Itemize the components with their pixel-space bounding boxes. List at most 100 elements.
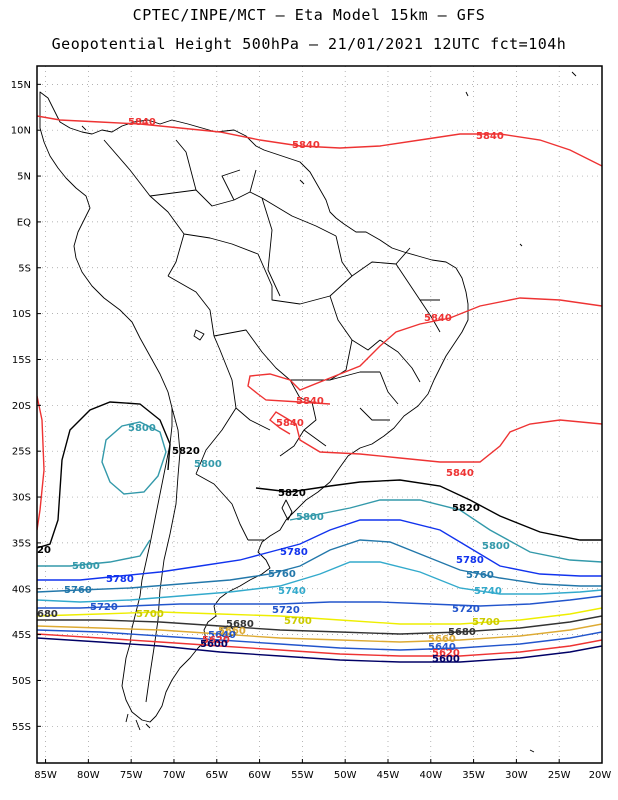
latitude-tick-label: 5N [17, 172, 31, 183]
label-5780: 5780 [106, 574, 134, 585]
label-5660: 5660 [218, 626, 246, 637]
contour-labels: 5840 5840 5840 5840 5840 5840 5840 5820 … [37, 117, 510, 665]
patos-lagoon [281, 499, 293, 521]
label-5740: 5740 [474, 586, 502, 597]
contour-5720 [37, 595, 602, 609]
latitude-tick-label: 25S [12, 447, 31, 458]
label-5820: 5820 [452, 503, 480, 514]
label-5800: 5800 [482, 541, 510, 552]
latitude-tick-label: 15N [11, 80, 31, 91]
latitude-tick-label: 5S [18, 263, 31, 274]
longitude-tick-label: 45W [377, 770, 400, 781]
contour-5700 [37, 607, 602, 625]
titicaca [193, 329, 205, 341]
longitude-tick-label: 80W [77, 770, 100, 781]
latitude-tick-label: 45S [12, 630, 31, 641]
coastline-borders [39, 71, 577, 753]
label-5620: 5620 [202, 635, 230, 646]
contour-5820 [37, 401, 602, 549]
label-5640: 5640 [428, 642, 456, 653]
longitude-tick-label: 35W [462, 770, 485, 781]
label-5840: 5840 [128, 117, 156, 128]
latitude-tick-label: 35S [12, 538, 31, 549]
label-5840: 5840 [476, 131, 504, 142]
longitude-tick-label: 20W [589, 770, 612, 781]
contour-5640 [37, 629, 602, 651]
longitude-tick-label: 30W [505, 770, 528, 781]
label-5800: 5800 [72, 561, 100, 572]
label-5620: 5620 [432, 648, 460, 659]
latitude-tick-label: 55S [12, 722, 31, 733]
contour-5800 [37, 499, 602, 567]
contour-5620 [37, 633, 602, 657]
label-5760: 5760 [64, 585, 92, 596]
label-5660: 5660 [428, 634, 456, 645]
label-5780: 5780 [456, 555, 484, 566]
longitude-tick-label: 50W [334, 770, 357, 781]
map-title-line2: Geopotential Height 500hPa – 21/01/2021 … [51, 35, 567, 53]
label-5820: 20 [37, 545, 51, 556]
longitude-tick-labels: 85W 80W 75W 70W 65W 60W 55W 50W 45W 40W 35W 30W 25W 2… [34, 759, 611, 781]
small-islands [81, 71, 577, 753]
label-5680: 680 [37, 609, 58, 620]
longitude-tick-label: 85W [34, 770, 57, 781]
label-5820: 5820 [278, 488, 306, 499]
map-title-line1: CPTEC/INPE/MCT – Eta Model 15km – GFS [132, 6, 486, 24]
contour-5600 [37, 637, 602, 663]
label-5800: 5800 [296, 512, 324, 523]
label-5840: 5840 [446, 468, 474, 479]
label-5600: 5600 [432, 654, 460, 665]
contour-5840-south [37, 395, 45, 531]
border-lines [103, 139, 380, 703]
contour-lines [37, 115, 602, 663]
contour-5660 [37, 623, 602, 643]
latitude-tick-label: EQ [17, 217, 31, 228]
brazil-states [299, 235, 441, 421]
label-5640: 5640 [208, 630, 236, 641]
contour-5680 [37, 615, 602, 635]
map-frame [36, 65, 603, 764]
longitude-tick-label: 65W [205, 770, 228, 781]
label-5720: 5720 [90, 602, 118, 613]
label-5720: 5720 [272, 605, 300, 616]
label-5760: 5760 [268, 569, 296, 580]
latitude-tick-label: 10N [11, 126, 31, 137]
latitude-tick-label: 50S [12, 676, 31, 687]
longitude-tick-label: 40W [419, 770, 442, 781]
longitude-tick-label: 70W [163, 770, 186, 781]
latitude-tick-labels: 15N 10N 5N EQ 5S 10S 15S 20S 25S 30S 35S 40S 45S 50S 5… [11, 80, 41, 733]
label-5820: 5820 [172, 446, 200, 457]
contour-5840-brazil [247, 297, 602, 463]
label-5700: 5700 [136, 609, 164, 620]
label-5680: 5680 [448, 627, 476, 638]
longitude-tick-label: 55W [291, 770, 314, 781]
label-5800: 5800 [194, 459, 222, 470]
latitude-tick-label: 20S [12, 401, 31, 412]
label-5760: 5760 [466, 570, 494, 581]
falklands [219, 627, 237, 639]
contour-5780 [37, 519, 602, 581]
contour-5740 [37, 561, 602, 603]
latitude-tick-label: 15S [12, 355, 31, 366]
longitude-tick-label: 60W [248, 770, 271, 781]
label-5840: 5840 [424, 313, 452, 324]
label-5700: 5700 [284, 616, 312, 627]
contour-5760 [37, 539, 602, 593]
label-5840: 5840 [276, 418, 304, 429]
label-5720: 5720 [452, 604, 480, 615]
latitude-tick-label: 30S [12, 493, 31, 504]
label-5840: 5840 [296, 396, 324, 407]
label-5700: 5700 [472, 617, 500, 628]
latitude-tick-label: 40S [12, 584, 31, 595]
label-5800: 5800 [128, 423, 156, 434]
label-5600: 5600 [200, 639, 228, 650]
label-5680: 5680 [226, 619, 254, 630]
contour-5800-closed [101, 421, 167, 495]
label-5780: 5780 [280, 547, 308, 558]
longitude-tick-label: 75W [120, 770, 143, 781]
contour-5840-north [37, 115, 602, 167]
label-5840: 5840 [292, 140, 320, 151]
label-5740: 5740 [278, 586, 306, 597]
longitude-tick-label: 25W [548, 770, 571, 781]
